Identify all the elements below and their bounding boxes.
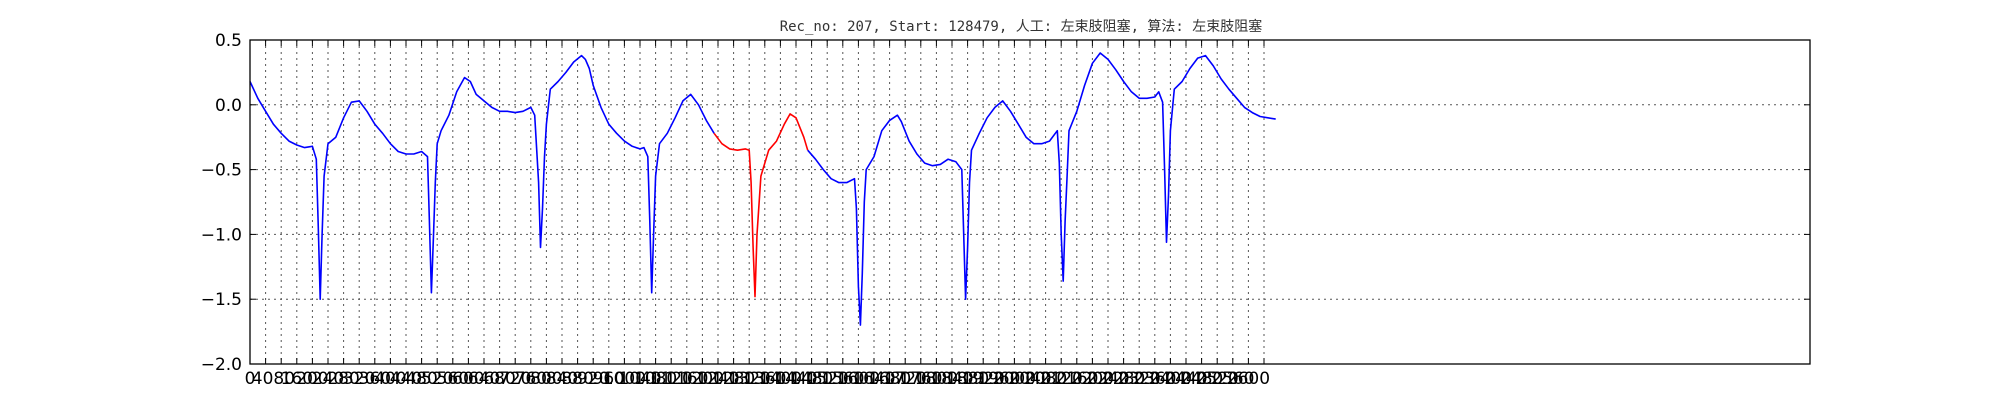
- ticks: [249, 39, 1810, 365]
- x-tick-label: 1560: [821, 369, 864, 389]
- ecg-series-line-3: [807, 52, 1276, 326]
- y-tick-label: 0.5: [215, 31, 242, 51]
- series-lines: [249, 52, 1276, 326]
- x-tick-label: 1160: [665, 369, 708, 389]
- x-tick-label: 2280: [1102, 369, 1145, 389]
- x-tick-label: 2560: [1211, 369, 1254, 389]
- y-tick-label: −0.5: [201, 161, 242, 181]
- x-tick-label: 520: [421, 369, 453, 389]
- x-tick-label: 1520: [806, 369, 849, 389]
- y-tick-label: −2.0: [201, 355, 242, 375]
- x-tick-label: 2440: [1164, 369, 1207, 389]
- x-tick-label: 1320: [728, 369, 771, 389]
- ecg-series-line-1: [249, 54, 715, 301]
- x-tick-label: 360: [359, 369, 391, 389]
- x-tick-label: 640: [468, 369, 500, 389]
- x-tick-label: 1000: [603, 369, 646, 389]
- x-tick-label: 2160: [1055, 369, 1098, 389]
- y-tick-labels: 0.5 0.0 −0.5 −1.0 −1.5 −2.0: [201, 31, 242, 375]
- x-tick-label: 2040: [1008, 369, 1051, 389]
- x-tick-label: 2360: [1133, 369, 1176, 389]
- x-tick-label: 800: [530, 369, 562, 389]
- x-tick-label: 560: [437, 369, 469, 389]
- x-tick-label: 4080: [252, 369, 295, 389]
- x-tick-label: 1240: [696, 369, 739, 389]
- x-tick-label: 320: [343, 369, 375, 389]
- y-tick-label: 0.0: [215, 96, 242, 116]
- x-tick-label: 680: [483, 369, 515, 389]
- x-tick-label: 1080: [634, 369, 677, 389]
- y-tick-label: −1.0: [201, 225, 242, 245]
- x-tick-label: 280: [327, 369, 359, 389]
- x-tick-label: 1600: [837, 369, 880, 389]
- x-tick-label: 2200: [1071, 369, 1114, 389]
- x-tick-label: 1640: [852, 369, 895, 389]
- grid-lines: [250, 39, 1810, 365]
- x-tick-label: 760: [515, 369, 547, 389]
- x-tick-label: 920: [577, 369, 609, 389]
- x-tick-label: 2600: [1227, 369, 1270, 389]
- y-tick-label: −1.5: [201, 290, 242, 310]
- x-tick-label: 1720: [884, 369, 927, 389]
- x-tick-label: 1120: [650, 369, 693, 389]
- x-tick-label: 840: [546, 369, 578, 389]
- x-tick-label: 0: [245, 369, 256, 389]
- x-tick-label: 480: [405, 369, 437, 389]
- x-tick-label: 2120: [1040, 369, 1083, 389]
- x-tick-label: 1800: [915, 369, 958, 389]
- x-tick-label: 200: [296, 369, 328, 389]
- x-tick-label: 1200: [681, 369, 724, 389]
- x-tick-label: 2520: [1196, 369, 1239, 389]
- x-tick-label: 1760: [899, 369, 942, 389]
- x-tick-label: 1480: [790, 369, 833, 389]
- x-tick-label: 1400: [759, 369, 802, 389]
- ecg-series-line-2: [713, 113, 809, 298]
- x-tick-label: 1280: [712, 369, 755, 389]
- x-tick-label: 2320: [1118, 369, 1161, 389]
- x-tick-label: 1040: [618, 369, 661, 389]
- x-tick-label: 2400: [1149, 369, 1192, 389]
- x-tick-label: 2480: [1180, 369, 1223, 389]
- x-tick-label: 720: [499, 369, 531, 389]
- x-tick-label: 1440: [774, 369, 817, 389]
- x-tick-label: 880: [561, 369, 593, 389]
- x-tick-label: 960: [593, 369, 625, 389]
- x-tick-label: 2000: [993, 369, 1036, 389]
- x-tick-label: 1680: [868, 369, 911, 389]
- x-tick-label: 1840: [930, 369, 973, 389]
- x-tick-label: 2080: [1024, 369, 1067, 389]
- x-tick-label: 600: [452, 369, 484, 389]
- x-tick-label: 1880: [946, 369, 989, 389]
- x-tick-label: 2240: [1086, 369, 1129, 389]
- x-tick-label: 400: [374, 369, 406, 389]
- x-tick-label: 1360: [743, 369, 786, 389]
- chart-title: Rec_no: 207, Start: 128479, 人工: 左束肢阻塞, 算…: [780, 18, 1263, 35]
- x-tick-label: 160: [281, 369, 313, 389]
- x-tick-label: 240: [312, 369, 344, 389]
- x-tick-label: 1960: [977, 369, 1020, 389]
- x-tick-label: 440: [390, 369, 422, 389]
- x-tick-labels: 0408016020024028032036040044048052056060…: [245, 369, 1270, 389]
- x-tick-label: 1920: [962, 369, 1005, 389]
